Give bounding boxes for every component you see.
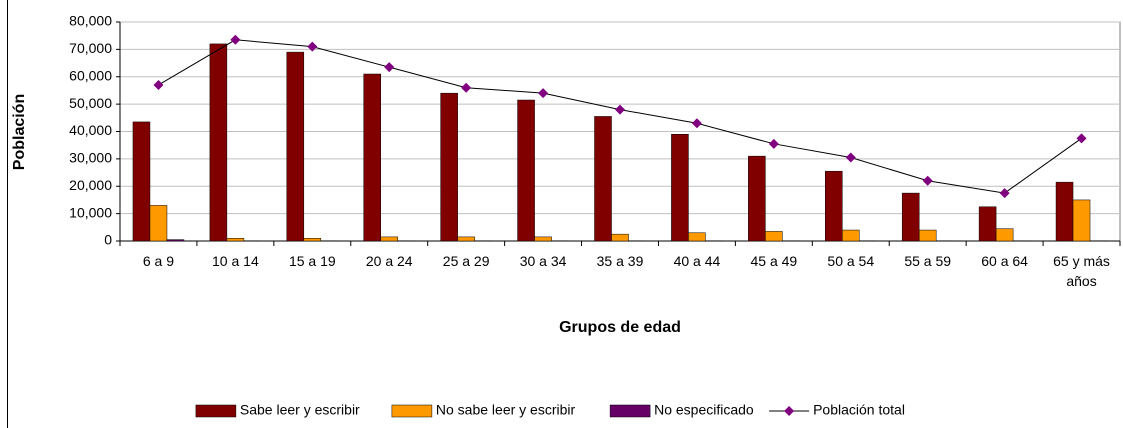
legend-label: No especificado <box>654 402 754 418</box>
line-marker <box>307 41 318 52</box>
bar <box>303 238 322 242</box>
bar <box>149 205 168 242</box>
legend-marker <box>784 406 795 416</box>
y-tick-label: 40,000 <box>69 122 112 138</box>
line-marker <box>768 138 779 149</box>
line-marker <box>845 152 856 163</box>
line-marker <box>153 79 164 90</box>
line-marker <box>922 175 933 186</box>
y-tick-label: 50,000 <box>69 95 112 111</box>
legend-swatch <box>391 404 433 418</box>
bar <box>286 51 305 242</box>
x-axis-title: Grupos de edad <box>559 319 681 336</box>
bar <box>380 236 398 242</box>
x-tick-label: 45 a 49 <box>750 253 798 269</box>
bar <box>748 155 766 242</box>
y-tick-label: 0 <box>104 232 112 248</box>
bar <box>457 236 475 242</box>
bar <box>765 231 783 242</box>
x-tick-label: 35 a 39 <box>596 253 644 269</box>
x-tick-label: 30 a 34 <box>519 253 567 269</box>
bar <box>594 116 612 242</box>
line-marker <box>615 104 625 115</box>
legend-label: Sabe leer y escribir <box>240 402 360 418</box>
bar <box>825 170 843 242</box>
bar <box>995 228 1014 242</box>
bar <box>226 238 245 242</box>
line-marker <box>1076 133 1087 144</box>
y-tick-label: 20,000 <box>69 177 112 193</box>
x-tick-label: 60 a 64 <box>981 253 1028 269</box>
y-tick-label: 80,000 <box>69 13 112 29</box>
x-tick-label: 40 a 44 <box>673 253 721 269</box>
bar <box>901 192 920 242</box>
x-tick-label: 65 y más años <box>1053 253 1110 289</box>
legend-swatch <box>195 404 237 418</box>
legend-label: No sabe leer y escribir <box>436 402 576 418</box>
bar <box>918 229 937 242</box>
bar <box>671 133 689 242</box>
x-tick-label: 25 a 29 <box>442 253 490 269</box>
x-tick-label: 15 a 19 <box>288 253 336 269</box>
bar <box>611 233 629 242</box>
bar <box>209 43 228 242</box>
bar <box>688 232 706 242</box>
y-axis-title: Población <box>11 94 28 170</box>
legend-label: Población total <box>813 402 905 418</box>
legend-swatch <box>609 404 651 418</box>
bar <box>440 92 458 242</box>
line-marker <box>461 82 472 93</box>
x-tick-label: 55 a 59 <box>904 253 952 269</box>
line-marker <box>538 88 549 99</box>
bar <box>1055 181 1074 242</box>
bar <box>517 99 535 242</box>
line-marker <box>999 188 1010 199</box>
x-tick-label: 6 a 9 <box>142 253 175 269</box>
line-marker <box>691 118 702 129</box>
bar <box>1072 199 1091 242</box>
x-tick-label: 50 a 54 <box>827 253 875 269</box>
bar <box>166 239 185 242</box>
line-marker <box>230 34 241 45</box>
bar <box>363 73 381 242</box>
y-tick-label: 30,000 <box>69 150 112 166</box>
bar <box>534 236 552 242</box>
line-marker <box>384 62 395 73</box>
x-tick-label: 10 a 14 <box>212 253 259 269</box>
y-tick-label: 70,000 <box>69 40 112 56</box>
bar <box>132 121 151 242</box>
x-tick-label: 20 a 24 <box>365 253 413 269</box>
bar <box>842 229 860 242</box>
y-tick-label: 60,000 <box>69 67 112 83</box>
bar <box>978 206 997 242</box>
y-tick-label: 10,000 <box>69 204 112 220</box>
